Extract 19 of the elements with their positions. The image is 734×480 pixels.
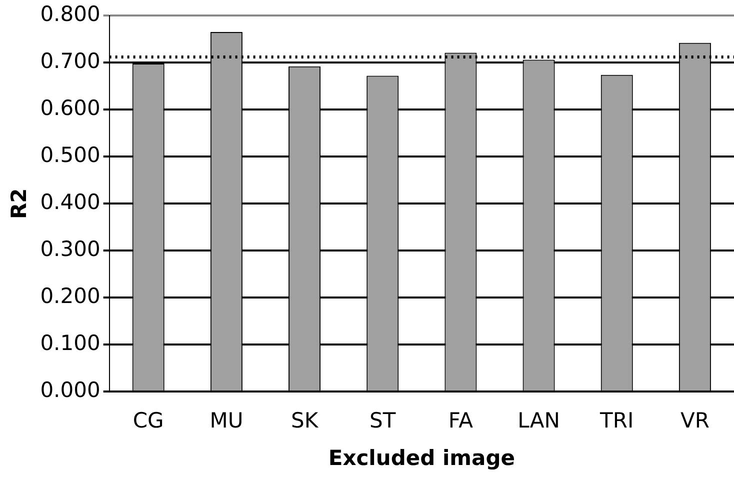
y-tick-label: 0.100 xyxy=(40,331,100,356)
x-axis-title: Excluded image xyxy=(328,446,515,470)
x-tick-label: ST xyxy=(370,408,396,433)
x-tick-label: CG xyxy=(132,408,164,433)
y-axis-title: R2 xyxy=(7,188,32,219)
y-tick-label: 0.500 xyxy=(40,143,100,168)
x-tick-label: SK xyxy=(290,408,320,433)
y-tick-label: 0.600 xyxy=(40,96,100,120)
y-tick-label: 0.000 xyxy=(40,378,100,402)
y-tick-label: 0.700 xyxy=(40,49,100,74)
x-tick-label: TRI xyxy=(599,408,634,433)
x-tick-label: MU xyxy=(210,408,244,433)
x-tick-label: VR xyxy=(680,408,710,433)
y-tick-label: 0.200 xyxy=(40,284,100,308)
y-tick-label: 0.300 xyxy=(40,237,100,262)
x-tick-label: FA xyxy=(448,408,474,433)
x-tick-label: LAN xyxy=(518,408,560,433)
y-tick-label: 0.800 xyxy=(40,2,100,26)
y-tick-label: 0.400 xyxy=(40,190,100,214)
